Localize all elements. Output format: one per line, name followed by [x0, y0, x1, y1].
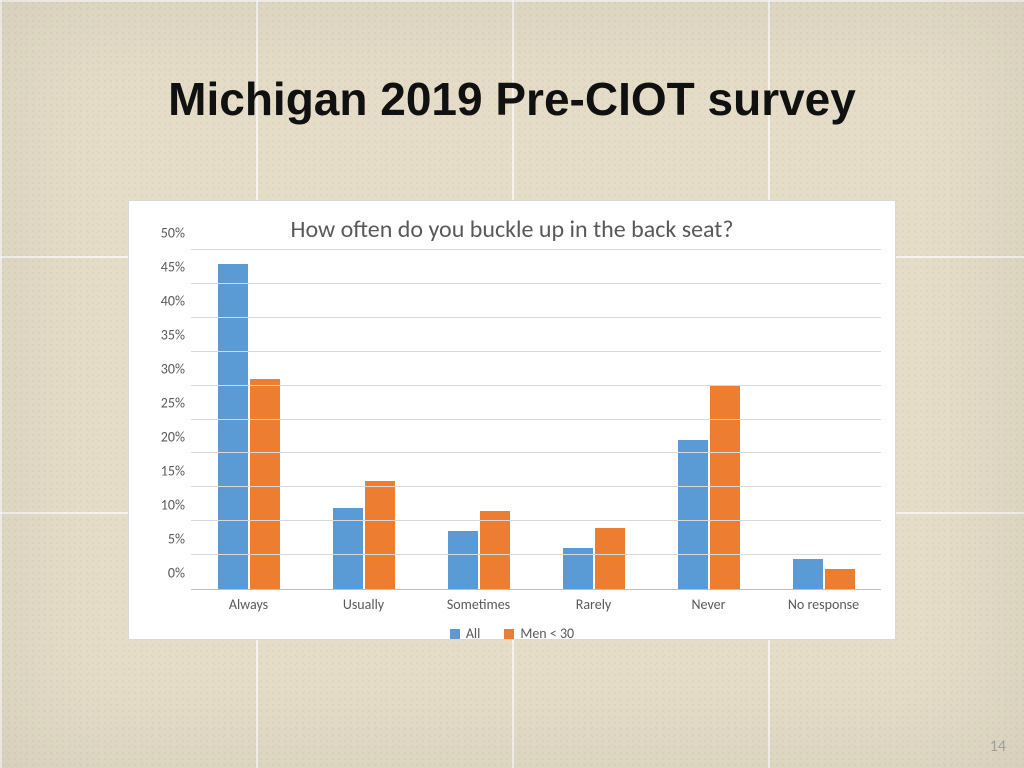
grid-line: [191, 351, 881, 352]
legend-label: All: [466, 625, 481, 642]
grid-line: [191, 249, 881, 250]
bar-group: [306, 250, 421, 589]
x-axis-labels: AlwaysUsuallySometimesRarelyNeverNo resp…: [191, 590, 881, 613]
y-tick-label: 0%: [168, 565, 185, 582]
x-axis-label: Always: [191, 590, 306, 613]
slide: Michigan 2019 Pre-CIOT survey How often …: [0, 0, 1024, 768]
y-tick-label: 20%: [161, 429, 185, 446]
grid-line: [191, 385, 881, 386]
bar-group: [421, 250, 536, 589]
y-tick-label: 25%: [161, 395, 185, 412]
chart-title: How often do you buckle up in the back s…: [143, 215, 881, 244]
legend-label: Men < 30: [520, 625, 574, 642]
legend-item: All: [450, 625, 481, 642]
plot-area: 0%5%10%15%20%25%30%35%40%45%50%: [143, 250, 881, 590]
grid-line: [191, 283, 881, 284]
bar-groups: [191, 250, 881, 589]
x-axis-label: Usually: [306, 590, 421, 613]
legend: All Men < 30: [143, 625, 881, 642]
bar: [595, 528, 625, 589]
bar: [448, 531, 478, 589]
bar: [365, 481, 395, 589]
x-axis-label: Sometimes: [421, 590, 536, 613]
bar-group: [766, 250, 881, 589]
y-tick-label: 35%: [161, 327, 185, 344]
y-tick-label: 5%: [168, 531, 185, 548]
slide-title: Michigan 2019 Pre-CIOT survey: [0, 72, 1024, 126]
bar-group: [191, 250, 306, 589]
y-tick-label: 10%: [161, 497, 185, 514]
y-tick-label: 40%: [161, 293, 185, 310]
grid-line: [191, 486, 881, 487]
legend-item: Men < 30: [504, 625, 574, 642]
y-tick-label: 50%: [161, 225, 185, 242]
y-tick-label: 15%: [161, 463, 185, 480]
bar: [250, 379, 280, 589]
bar-group: [651, 250, 766, 589]
grid-line: [191, 452, 881, 453]
y-axis: 0%5%10%15%20%25%30%35%40%45%50%: [143, 250, 191, 590]
y-tick-label: 45%: [161, 259, 185, 276]
legend-swatch: [450, 629, 460, 639]
plot: [191, 250, 881, 590]
grid-line: [191, 419, 881, 420]
bar: [825, 569, 855, 589]
bar-group: [536, 250, 651, 589]
x-axis-label: No response: [766, 590, 881, 613]
bar: [793, 559, 823, 590]
grid-line: [191, 317, 881, 318]
bar: [218, 264, 248, 589]
bar: [678, 440, 708, 589]
x-axis-label: Rarely: [536, 590, 651, 613]
grid-line: [191, 520, 881, 521]
bar: [480, 511, 510, 589]
y-tick-label: 30%: [161, 361, 185, 378]
grid-line: [191, 554, 881, 555]
x-axis-label: Never: [651, 590, 766, 613]
page-number: 14: [990, 737, 1006, 756]
legend-swatch: [504, 629, 514, 639]
chart-card: How often do you buckle up in the back s…: [128, 200, 896, 640]
